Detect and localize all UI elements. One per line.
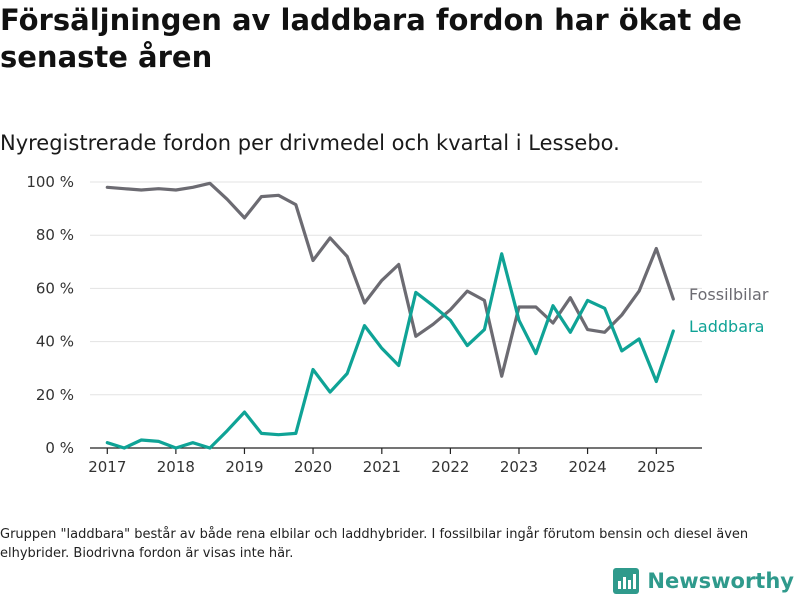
x-tick-label: 2019 bbox=[225, 458, 263, 476]
y-tick-label: 0 % bbox=[45, 439, 74, 457]
grid-lines bbox=[90, 181, 702, 396]
x-tick-label: 2023 bbox=[500, 458, 538, 476]
legend-label-fossilbilar: Fossilbilar bbox=[689, 285, 769, 304]
x-tick-label: 2018 bbox=[157, 458, 195, 476]
chart-subtitle: Nyregistrerade fordon per drivmedel och … bbox=[0, 131, 620, 155]
x-tick-label: 2024 bbox=[568, 458, 606, 476]
x-tick-label: 2021 bbox=[363, 458, 401, 476]
x-tick-label: 2025 bbox=[637, 458, 675, 476]
series-line-laddbara bbox=[105, 252, 675, 450]
series-line-fossilbilar bbox=[105, 181, 675, 378]
footnote: Gruppen "laddbara" består av både rena e… bbox=[0, 527, 749, 561]
x-tick-label: 2017 bbox=[88, 458, 126, 476]
y-tick-label: 60 % bbox=[36, 279, 74, 297]
legend: Fossilbilar Laddbara bbox=[689, 285, 769, 336]
y-tick-label: 80 % bbox=[36, 226, 74, 244]
y-tick-label: 20 % bbox=[36, 386, 74, 404]
newsworthy-logo[interactable]: Newsworthy bbox=[613, 568, 794, 594]
bar-chart-logo-icon bbox=[613, 568, 640, 594]
logo-text: Newsworthy bbox=[647, 569, 794, 593]
line-chart: 0 % 20 % 40 % 60 % 80 % 100 % 2017 2018 2019 2020… bbox=[26, 173, 769, 476]
series-lines bbox=[105, 181, 675, 450]
x-tick-label: 2022 bbox=[431, 458, 469, 476]
x-tick-label: 2020 bbox=[294, 458, 332, 476]
y-tick-label: 40 % bbox=[36, 333, 74, 351]
axes: 0 % 20 % 40 % 60 % 80 % 100 % 2017 2018 2019 2020… bbox=[26, 173, 702, 476]
legend-label-laddbara: Laddbara bbox=[689, 317, 764, 336]
y-tick-label: 100 % bbox=[26, 173, 74, 191]
chart-title: Försäljningen av laddbara fordon har öka… bbox=[0, 3, 742, 74]
